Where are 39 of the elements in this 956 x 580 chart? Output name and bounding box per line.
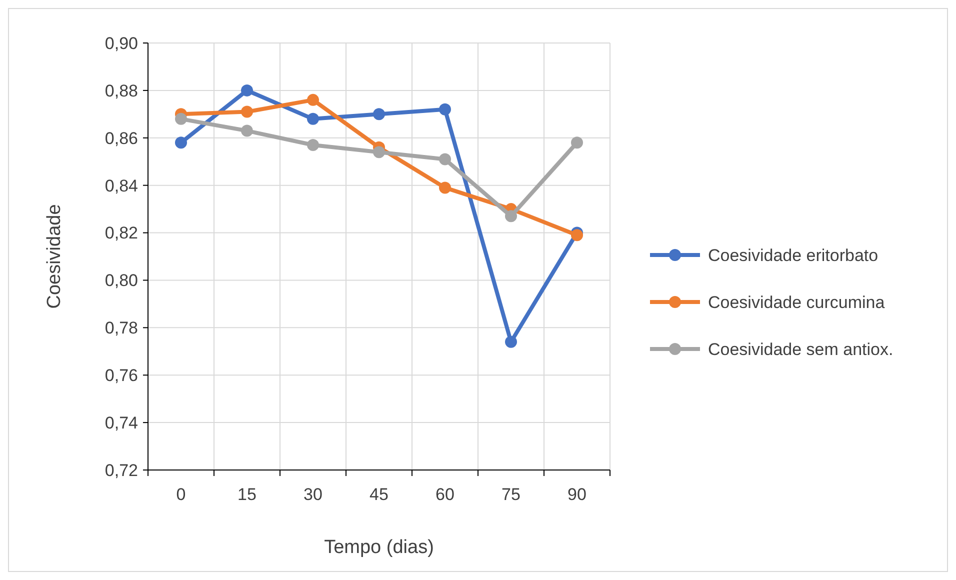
- point: [307, 112, 319, 125]
- point: [373, 146, 385, 158]
- x-tick-label: 30: [304, 485, 322, 504]
- y-tick-label: 0,82: [104, 224, 138, 243]
- x-tick-label: 60: [436, 485, 454, 504]
- x-tick-label: 75: [502, 485, 520, 504]
- point: [373, 108, 385, 120]
- y-tick-label: 0,74: [104, 414, 138, 433]
- legend-label: Coesividade curcumina: [708, 292, 886, 312]
- point: [571, 229, 583, 242]
- x-tick-label: 45: [370, 485, 388, 504]
- point: [241, 106, 253, 118]
- legend-label: Coesividade sem antiox.: [708, 340, 894, 359]
- point: [307, 94, 319, 106]
- point: [439, 182, 451, 194]
- point: [307, 139, 319, 152]
- x-tick-label: 90: [568, 485, 586, 504]
- point: [505, 210, 517, 222]
- y-tick-label: 0,86: [104, 128, 138, 148]
- point: [241, 124, 253, 137]
- y-tick-label: 0,84: [104, 176, 138, 196]
- y-tick-label: 0,72: [104, 460, 138, 480]
- y-tick-label: 0,80: [104, 271, 138, 290]
- x-tick-label: 0: [176, 485, 186, 504]
- legend-label: Coesividade eritorbato: [708, 246, 878, 265]
- point: [505, 336, 517, 348]
- y-axis-title: Coesividade: [44, 204, 65, 309]
- y-tick-label: 0,88: [104, 81, 138, 100]
- x-axis-title: Tempo (dias): [324, 537, 434, 558]
- point: [175, 112, 187, 125]
- y-tick-label: 0,78: [104, 318, 138, 338]
- x-tick-label: 15: [238, 485, 256, 504]
- point: [175, 136, 187, 149]
- point: [439, 103, 451, 116]
- y-tick-label: 0,90: [104, 34, 138, 53]
- point: [241, 84, 253, 96]
- point: [571, 136, 583, 149]
- point: [439, 153, 451, 166]
- y-tick-label: 0,76: [104, 366, 138, 386]
